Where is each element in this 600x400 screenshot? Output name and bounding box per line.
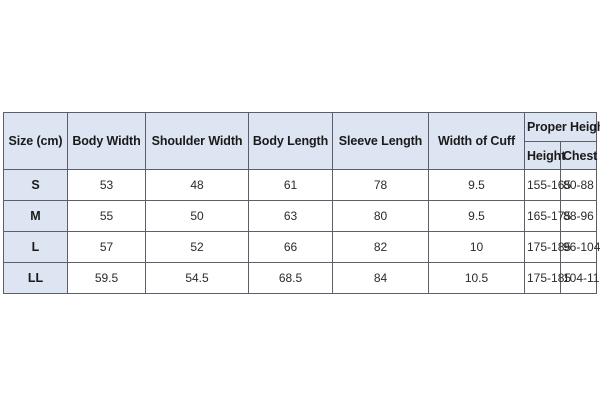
cell-width-of-cuff: 9.5 xyxy=(428,200,525,232)
cell-body-length: 63 xyxy=(248,200,333,232)
cell-size: M xyxy=(3,200,68,232)
column-header-body-width: Body Width xyxy=(67,112,146,170)
cell-shoulder-width: 50 xyxy=(145,200,249,232)
cell-shoulder-width: 54.5 xyxy=(145,262,249,294)
cell-chest: 88-96 xyxy=(560,200,597,232)
size-chart-container: Size (cm) Body Width Shoulder Width Body… xyxy=(3,112,600,294)
cell-height: 175-185 xyxy=(524,262,571,294)
column-header-height: Height xyxy=(524,141,565,170)
size-chart-table: Size (cm) Body Width Shoulder Width Body… xyxy=(3,112,600,294)
cell-size: L xyxy=(3,231,68,263)
header-row-primary: Size (cm) Body Width Shoulder Width Body… xyxy=(3,112,600,170)
cell-height: 165-175 xyxy=(524,200,571,232)
cell-width-of-cuff: 10 xyxy=(428,231,525,263)
cell-sleeve-length: 82 xyxy=(332,231,429,263)
cell-body-width: 53 xyxy=(67,169,146,201)
column-header-shoulder-width: Shoulder Width xyxy=(145,112,249,170)
cell-shoulder-width: 48 xyxy=(145,169,249,201)
column-header-body-length: Body Length xyxy=(248,112,333,170)
cell-body-length: 66 xyxy=(248,231,333,263)
cell-body-length: 61 xyxy=(248,169,333,201)
table-row: M 55 50 63 80 9.5 165-175 88-96 xyxy=(3,200,597,232)
cell-body-width: 57 xyxy=(67,231,146,263)
cell-body-width: 59.5 xyxy=(67,262,146,294)
column-header-chest: Chest xyxy=(560,141,597,170)
cell-height: 155-165 xyxy=(524,169,571,201)
cell-sleeve-length: 84 xyxy=(332,262,429,294)
cell-sleeve-length: 78 xyxy=(332,169,429,201)
cell-size: S xyxy=(3,169,68,201)
header-row-secondary: Height Chest xyxy=(4,141,597,170)
cell-sleeve-length: 80 xyxy=(332,200,429,232)
table-row: L 57 52 66 82 10 175-185 96-104 xyxy=(3,231,600,263)
cell-width-of-cuff: 9.5 xyxy=(428,169,525,201)
cell-height: 175-185 xyxy=(524,231,571,263)
table-row: LL 59.5 54.5 68.5 84 10.5 175-185 104-11… xyxy=(3,262,600,294)
table-row: S 53 48 61 78 9.5 155-165 80-88 xyxy=(3,169,597,201)
cell-body-length: 68.5 xyxy=(248,262,333,294)
cell-width-of-cuff: 10.5 xyxy=(428,262,525,294)
cell-body-width: 55 xyxy=(67,200,146,232)
cell-chest: 104-112 xyxy=(560,262,600,294)
cell-size: LL xyxy=(3,262,68,294)
table-header: Size (cm) Body Width Shoulder Width Body… xyxy=(3,112,600,170)
column-header-width-of-cuff: Width of Cuff xyxy=(428,112,525,170)
table-body: S 53 48 61 78 9.5 155-165 80-88 M 55 50 … xyxy=(3,169,600,294)
cell-chest: 80-88 xyxy=(560,169,597,201)
cell-shoulder-width: 52 xyxy=(145,231,249,263)
cell-chest: 96-104 xyxy=(560,231,600,263)
column-header-proper-height-group: Proper Height xyxy=(524,112,600,142)
column-header-sleeve-length: Sleeve Length xyxy=(332,112,429,170)
column-header-size: Size (cm) xyxy=(3,112,68,170)
